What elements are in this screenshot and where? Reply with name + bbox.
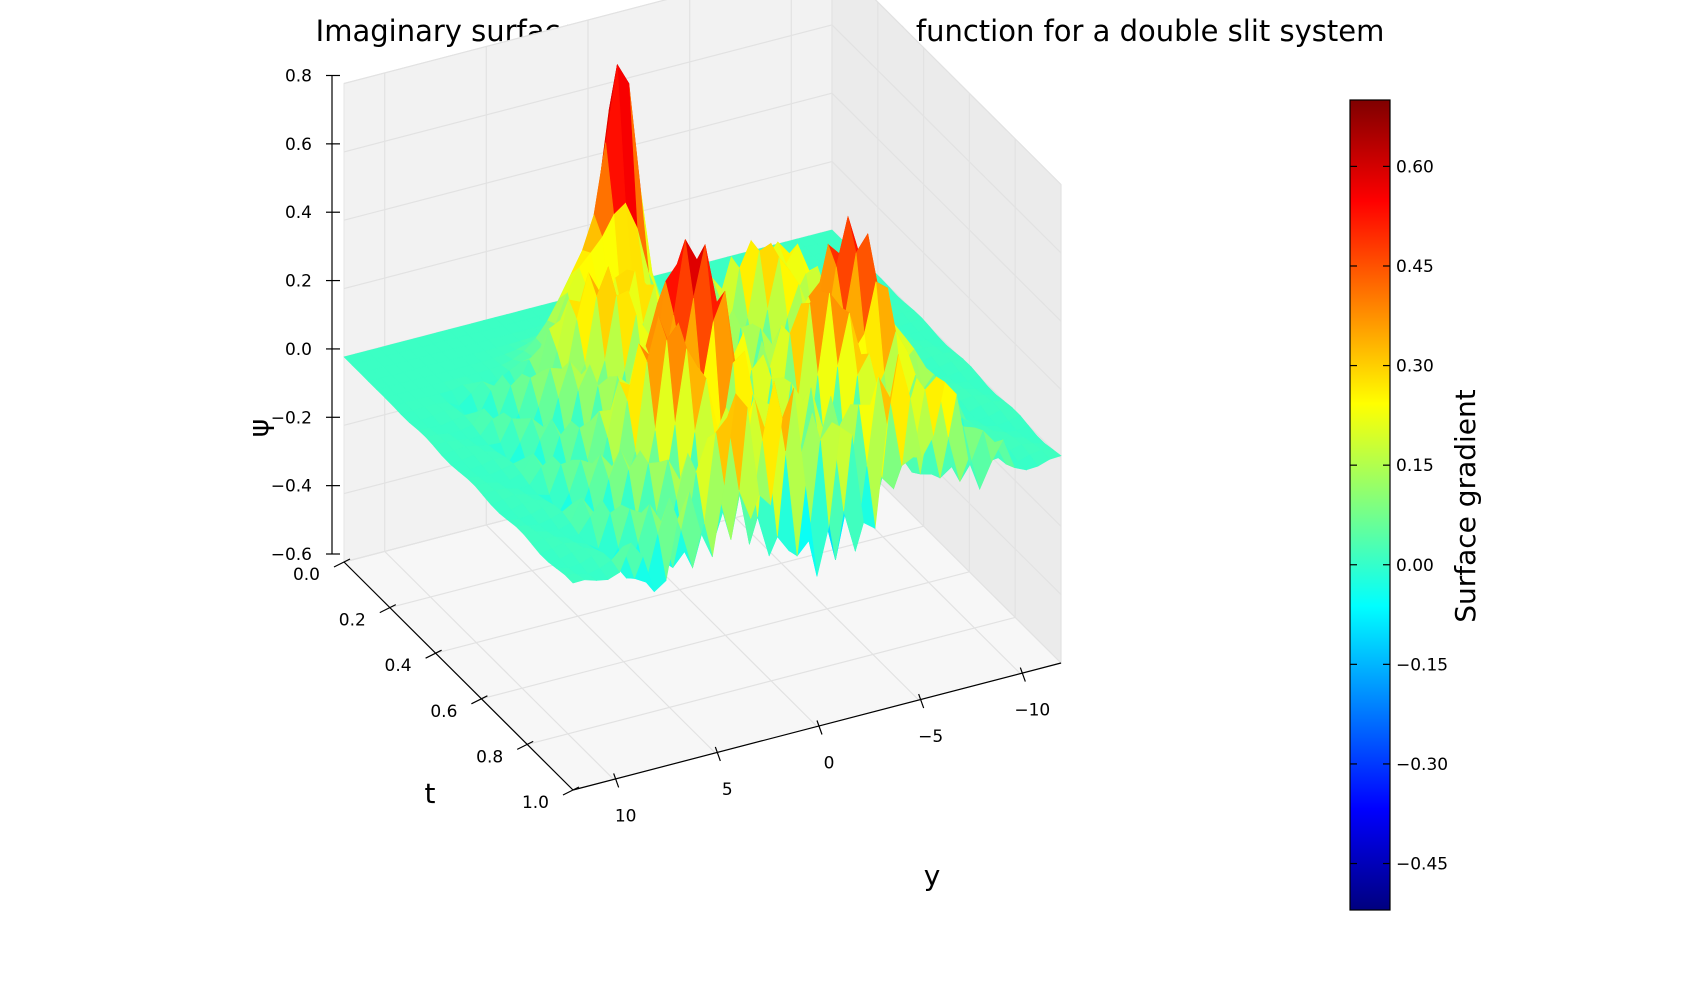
surface-facet — [564, 573, 586, 584]
t-tick-label: 0.6 — [430, 702, 457, 722]
y-tick-mark — [918, 693, 925, 709]
y-axis-label: y — [924, 859, 941, 892]
t-tick-mark — [333, 558, 351, 568]
colorbar-tick-label: −0.45 — [1396, 855, 1448, 875]
colorbar-tick-label: 0.15 — [1396, 456, 1434, 476]
z-tick-label: 0.0 — [285, 340, 312, 360]
t-tick-mark — [516, 740, 534, 750]
colorbar-label: Surface gradient — [1449, 389, 1482, 623]
colorbar-tick-label: 0.45 — [1396, 257, 1434, 277]
z-axis-label: ψ — [242, 419, 275, 437]
y-tick-mark — [613, 773, 620, 788]
t-tick-mark — [425, 649, 442, 659]
z-tick-label: 0.8 — [285, 67, 312, 87]
colorbar-bar — [1349, 99, 1391, 911]
grid-line — [343, 160, 1062, 391]
t-tick-mark — [379, 604, 397, 614]
z-tick-label: 0.6 — [285, 135, 312, 155]
y-tick-label: −5 — [918, 727, 943, 747]
y-axis-line — [572, 662, 1062, 791]
y-tick-mark — [714, 746, 721, 762]
colorbar-tick-label: 0.30 — [1396, 357, 1434, 377]
z-tick-label: −0.4 — [271, 477, 312, 497]
y-tick-label: −10 — [1014, 701, 1050, 721]
t-axis-label: t — [425, 777, 436, 810]
y-tick-label: 0 — [824, 754, 835, 774]
t-tick-label: 0.4 — [385, 656, 412, 676]
y-tick-label: 5 — [722, 780, 733, 800]
colorbar-tick-label: 0.60 — [1396, 157, 1434, 177]
colorbar-tick-label: −0.15 — [1396, 655, 1448, 675]
t-tick-mark — [471, 695, 488, 705]
grid-line — [343, 0, 1062, 185]
colorbar: 0.60 0.45 0.30 0.15 0.00 −0.15 −0.30 −0.45 Surfa… — [1349, 99, 1482, 911]
t-tick-label: 1.0 — [522, 793, 549, 813]
grid-line — [343, 92, 1062, 322]
z-tick-label: −0.2 — [271, 408, 312, 428]
t-axis-line — [343, 561, 574, 791]
y-tick-mark — [816, 720, 823, 735]
t-tick-mark — [562, 786, 580, 796]
grid-line — [343, 24, 1062, 254]
t-tick-label: 0.2 — [339, 611, 366, 631]
t-tick-label: 0.8 — [476, 747, 503, 767]
colorbar-tick-label: 0.00 — [1396, 556, 1434, 576]
y-tick-mark — [1019, 667, 1026, 682]
z-tick-label: 0.2 — [285, 272, 312, 292]
t-tick-label: 0.0 — [293, 565, 320, 585]
axes: 0.8 0.6 0.4 0.2 0.0 −0.2 −0.4 −0.6 ψ 0.0 0.2 0.4 0.6… — [242, 67, 1062, 892]
z-tick-label: 0.4 — [285, 203, 312, 223]
y-tick-label: 10 — [615, 806, 637, 826]
z-tick-label: −0.6 — [271, 545, 312, 565]
wave-surface — [343, 63, 1062, 593]
colorbar-tick-label: −0.30 — [1396, 755, 1448, 775]
